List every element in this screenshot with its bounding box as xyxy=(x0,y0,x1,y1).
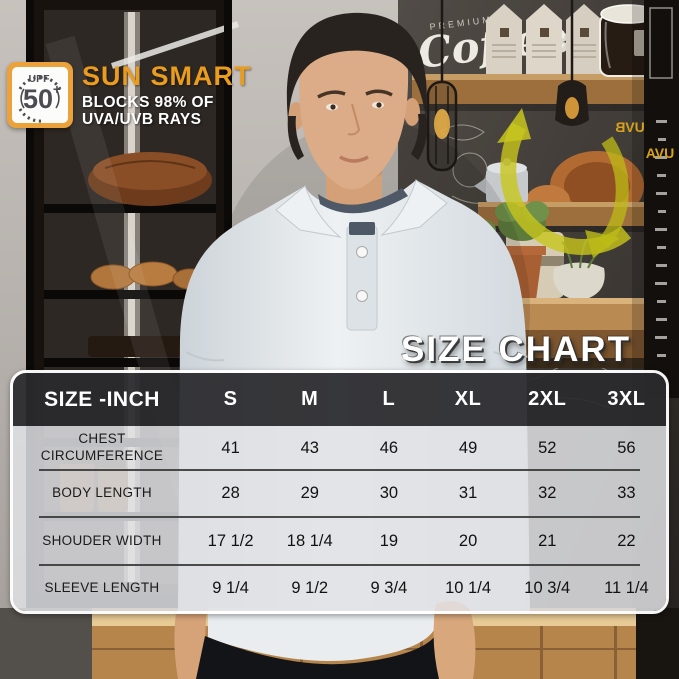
value-cell: 56 xyxy=(617,438,636,457)
value-cell: 32 xyxy=(538,484,557,502)
pendant-lights xyxy=(426,0,589,172)
row-label: BODY LENGTH xyxy=(52,485,152,501)
menu-board xyxy=(644,0,679,398)
value-cell: 18 1/4 xyxy=(286,531,333,550)
value-cell: 33 xyxy=(617,484,636,502)
table-row-sleeve: SLEEVE LENGTH 9 1/4 9 1/2 9 3/4 10 1/4 1… xyxy=(13,564,666,611)
arrow-head xyxy=(585,230,620,258)
unit-header-cell: SIZE -INCH xyxy=(44,387,160,411)
value-cell: 10 1/4 xyxy=(445,578,491,597)
polo-button xyxy=(356,246,368,258)
coffee-cartons xyxy=(486,4,602,74)
placket-trim xyxy=(318,188,408,214)
value-cell: 19 xyxy=(379,531,399,550)
value-cell: 11 1/4 xyxy=(604,578,649,597)
value-cell: 49 xyxy=(458,438,478,457)
value-cell: 41 xyxy=(221,438,240,457)
size-header-cell: 3XL xyxy=(607,388,646,410)
upf-label: UPF xyxy=(29,73,51,85)
uva-mirrored-label: UVA xyxy=(646,145,675,161)
table-row-body-length: BODY LENGTH 28 29 30 31 32 33 xyxy=(13,469,666,517)
row-label: SLEEVE LENGTH xyxy=(44,579,160,595)
lower-body xyxy=(174,601,476,679)
upf-plus: + xyxy=(53,81,61,97)
uvb-mirrored-label: UVB xyxy=(615,119,645,135)
value-cell: 52 xyxy=(538,438,557,457)
value-cell: 46 xyxy=(379,438,399,457)
size-header-cell: 2XL xyxy=(528,388,567,410)
arrow-head xyxy=(497,108,531,143)
size-header-cell: M xyxy=(301,388,319,410)
head xyxy=(286,12,427,190)
value-cell: 30 xyxy=(379,484,399,502)
size-chart-table: SIZE -INCH S M L XL 2XL 3XL CHEST CIRCUM… xyxy=(10,370,669,614)
table-row-shoulder: SHOUDER WIDTH 17 1/2 18 1/4 19 20 21 22 xyxy=(13,516,666,565)
uv-arrows: UVB UVA xyxy=(497,108,674,258)
size-header-cell: XL xyxy=(454,388,482,410)
button-placket xyxy=(346,222,378,331)
value-cell: 28 xyxy=(221,484,240,502)
value-cell: 9 1/4 xyxy=(212,578,249,597)
value-cell: 21 xyxy=(538,531,557,550)
value-cell: 22 xyxy=(617,531,636,550)
right-hand xyxy=(433,601,476,679)
size-chart-title: SIZE CHART xyxy=(401,330,631,369)
value-cell: 31 xyxy=(458,484,478,502)
upf50-badge-icon: UPF 50 + xyxy=(7,62,73,128)
upf-rating: 50 xyxy=(23,84,53,114)
value-cell: 29 xyxy=(300,484,319,502)
upf-badge-block: UPF 50 + SUN SMART BLOCKS 98% OF UVA/UVB… xyxy=(7,62,252,129)
value-cell: 20 xyxy=(458,531,478,550)
badge-subtitle-line1: BLOCKS 98% OF xyxy=(82,94,214,111)
row-label: CHEST CIRCUMFERENCE xyxy=(40,431,164,463)
table-row-chest: CHEST CIRCUMFERENCE 41 43 46 49 52 56 xyxy=(13,426,666,470)
shirt-hem xyxy=(208,608,434,662)
polo-button xyxy=(356,290,368,302)
value-cell: 9 3/4 xyxy=(370,578,408,597)
hair xyxy=(286,12,427,121)
value-cell: 9 1/2 xyxy=(291,578,329,597)
value-cell: 17 1/2 xyxy=(207,531,254,550)
sun-smart-title: SUN SMART xyxy=(82,61,252,91)
row-label: SHOUDER WIDTH xyxy=(42,532,162,548)
size-header-cell: L xyxy=(382,388,396,410)
size-table-header-row: SIZE -INCH S M L XL 2XL 3XL xyxy=(13,373,666,426)
size-header-cell: S xyxy=(223,388,238,410)
value-cell: 10 3/4 xyxy=(524,578,571,597)
pants xyxy=(196,632,452,679)
badge-subtitle-line2: UVA/UVB RAYS xyxy=(82,111,202,129)
value-cell: 43 xyxy=(300,438,319,457)
collar xyxy=(275,179,448,238)
